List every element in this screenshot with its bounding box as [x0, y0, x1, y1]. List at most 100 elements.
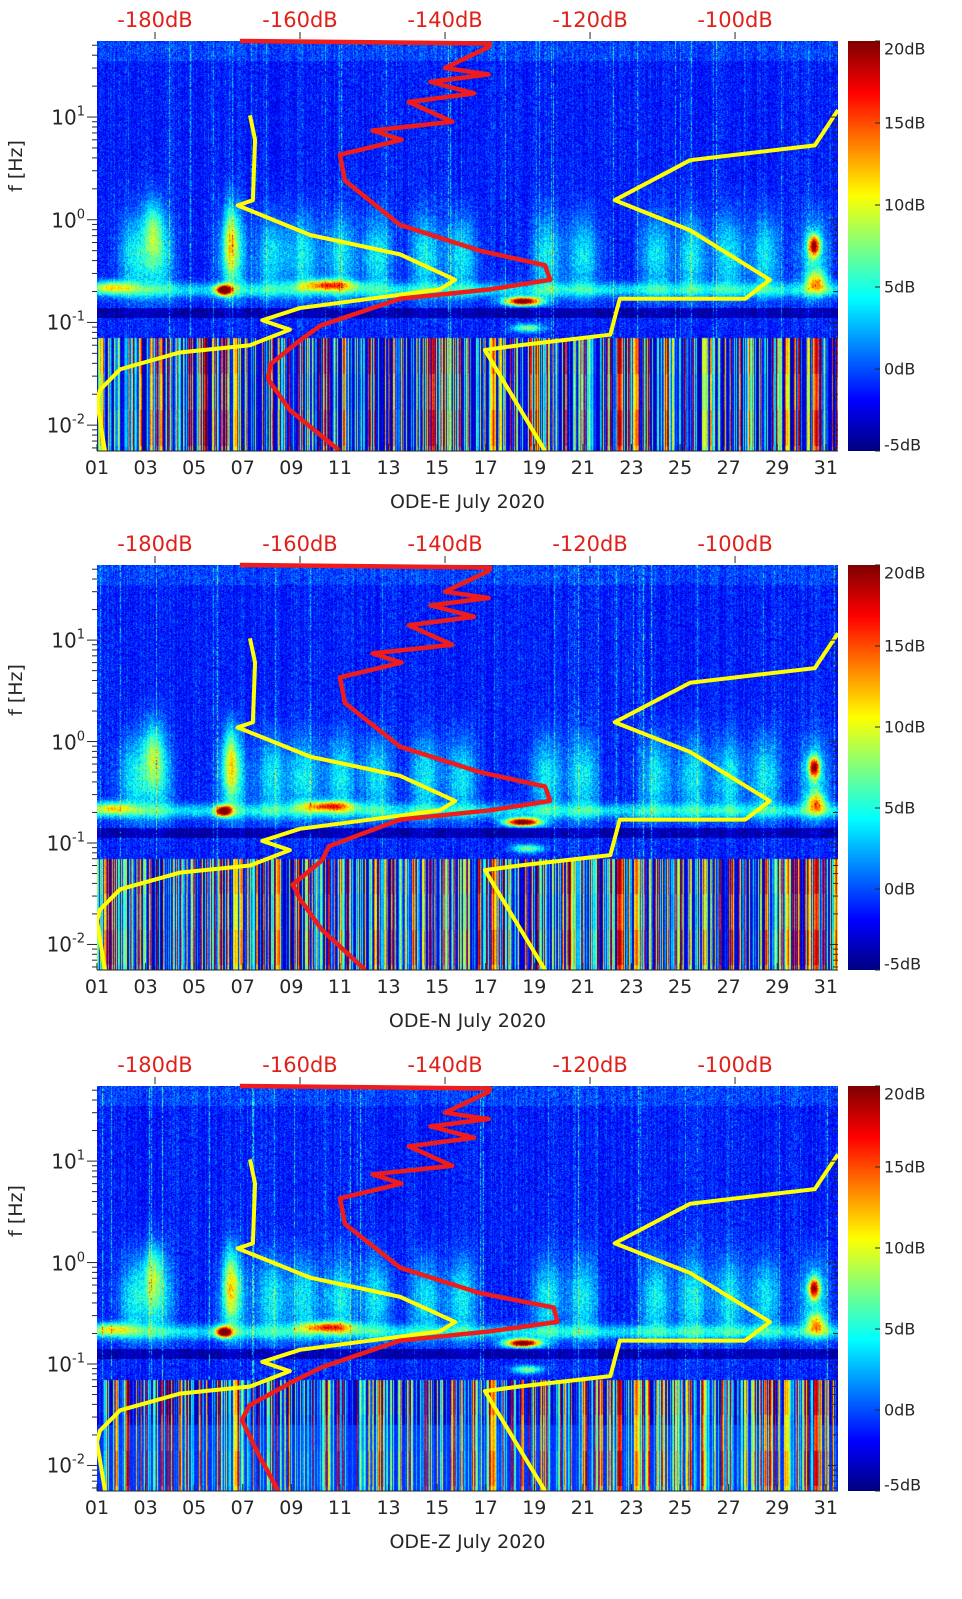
top-axis-tick-label: -140dB [407, 1053, 483, 1077]
y-tick-label: 10-1 [47, 831, 85, 856]
x-tick-label: 13 [376, 457, 401, 479]
top-axis-tick-label: -120dB [552, 1053, 628, 1077]
colorbar-tick-label: -5dB [884, 954, 922, 974]
x-tick-label: 03 [133, 976, 158, 998]
x-tick-label: 27 [716, 457, 741, 479]
x-tick-label: 29 [765, 1497, 790, 1519]
x-tick-label: 23 [619, 457, 644, 479]
y-tick-base: 10 [51, 105, 77, 130]
yellow-curve-1 [97, 637, 458, 970]
colorbar-tick-label: 10dB [884, 195, 926, 215]
top-axis-tick-label: -120dB [552, 532, 628, 556]
x-tick-label: 13 [376, 1497, 401, 1519]
colorbar [848, 1086, 880, 1491]
red-curve [239, 1083, 560, 1491]
x-tick-label: 19 [522, 457, 547, 479]
x-tick-label: 15 [425, 1497, 450, 1519]
y-tick-base: 10 [46, 413, 73, 438]
colorbar-tick-label: -5dB [884, 1475, 922, 1495]
y-tick-label: 100 [51, 207, 85, 232]
y-tick-label: 101 [51, 105, 85, 130]
y-tick-base: 10 [51, 1149, 77, 1174]
top-axis-tick-label: -100dB [697, 532, 773, 556]
x-tick-label: 25 [667, 457, 693, 479]
y-tick-label: 10-2 [47, 1453, 85, 1478]
colorbar-tick-label: 5dB [884, 277, 916, 297]
x-tick-label: 15 [425, 976, 450, 998]
x-tick-label: 23 [619, 1497, 644, 1519]
x-tick-label: 07 [230, 457, 255, 479]
colorbar-tick-label: 20dB [884, 563, 926, 583]
x-tick-label: 17 [473, 457, 498, 479]
y-tick-base: 10 [46, 310, 73, 335]
x-tick-label: 11 [327, 1497, 353, 1519]
y-tick-exponent: 0 [76, 1250, 85, 1266]
y-tick-exponent: 0 [76, 729, 85, 745]
colorbar-tick-label: 15dB [884, 1157, 926, 1177]
x-tick-label: 29 [765, 976, 790, 998]
y-tick-exponent: -2 [72, 412, 85, 428]
y-tick-exponent: 1 [76, 104, 85, 120]
y-tick-exponent: 1 [76, 627, 85, 643]
y-tick-label: 10-1 [47, 1352, 85, 1377]
y-tick-exponent: -1 [72, 309, 85, 325]
colorbar [848, 41, 880, 451]
y-tick-label: 10-2 [47, 932, 85, 957]
y-tick-exponent: -1 [72, 1351, 85, 1367]
yellow-curve-2 [482, 1153, 838, 1491]
yellow-curve-2 [482, 108, 838, 451]
x-tick-label: 01 [84, 1497, 110, 1519]
y-tick-label: 10-2 [47, 413, 85, 438]
x-tick-label: 09 [279, 1497, 304, 1519]
y-tick-label: 101 [51, 1149, 85, 1174]
x-tick-label: 13 [376, 976, 401, 998]
x-tick-label: 09 [279, 457, 304, 479]
top-axis-tick-label: -140dB [407, 8, 483, 32]
top-axis-tick-label: -120dB [552, 8, 628, 32]
x-tick-label: 29 [765, 457, 790, 479]
colorbar-tick-label: 10dB [884, 1238, 926, 1258]
x-tick-label: 03 [133, 1497, 158, 1519]
top-axis-tick-label: -180dB [117, 1053, 193, 1077]
x-tick-label: 01 [84, 976, 110, 998]
colorbar-tick-label: 0dB [884, 1400, 916, 1420]
x-tick-label: 19 [522, 976, 547, 998]
colorbar-tick-label: 0dB [884, 359, 916, 379]
y-tick-base: 10 [46, 1352, 73, 1377]
x-axis-label: ODE-E July 2020 [389, 491, 546, 513]
x-tick-label: 17 [473, 1497, 498, 1519]
x-tick-label: 21 [570, 457, 595, 479]
y-tick-exponent: 1 [76, 1148, 85, 1164]
x-tick-label: 05 [182, 976, 207, 998]
x-tick-label: 23 [619, 976, 644, 998]
colorbar-tick-label: -5dB [884, 435, 922, 455]
red-curve [239, 562, 553, 970]
x-tick-label: 11 [327, 976, 353, 998]
y-tick-base: 10 [51, 1251, 77, 1276]
colorbar [848, 565, 880, 970]
yellow-curve-1 [97, 1158, 458, 1491]
x-axis-label: ODE-N July 2020 [388, 1010, 547, 1032]
y-tick-exponent: 0 [76, 207, 85, 223]
x-tick-label: 05 [182, 1497, 207, 1519]
yellow-curve-1 [97, 114, 458, 451]
x-tick-label: 07 [230, 976, 255, 998]
y-tick-base: 10 [46, 831, 73, 856]
y-tick-base: 10 [46, 1453, 73, 1478]
y-tick-label: 100 [51, 1250, 85, 1275]
colorbar-tick-label: 20dB [884, 39, 926, 59]
x-tick-label: 25 [667, 976, 693, 998]
colorbar-tick-label: 10dB [884, 717, 926, 737]
y-tick-exponent: -2 [72, 931, 85, 947]
top-axis-tick-label: -160dB [262, 8, 338, 32]
top-axis-tick-label: -160dB [262, 532, 338, 556]
x-tick-label: 19 [522, 1497, 547, 1519]
x-tick-label: 25 [667, 1497, 693, 1519]
y-tick-base: 10 [51, 730, 77, 755]
y-tick-exponent: -2 [72, 1452, 85, 1468]
yellow-curve-2 [482, 632, 838, 970]
colorbar-tick-label: 15dB [884, 113, 926, 133]
y-tick-exponent: -1 [72, 830, 85, 846]
top-axis-tick-label: -100dB [697, 8, 773, 32]
